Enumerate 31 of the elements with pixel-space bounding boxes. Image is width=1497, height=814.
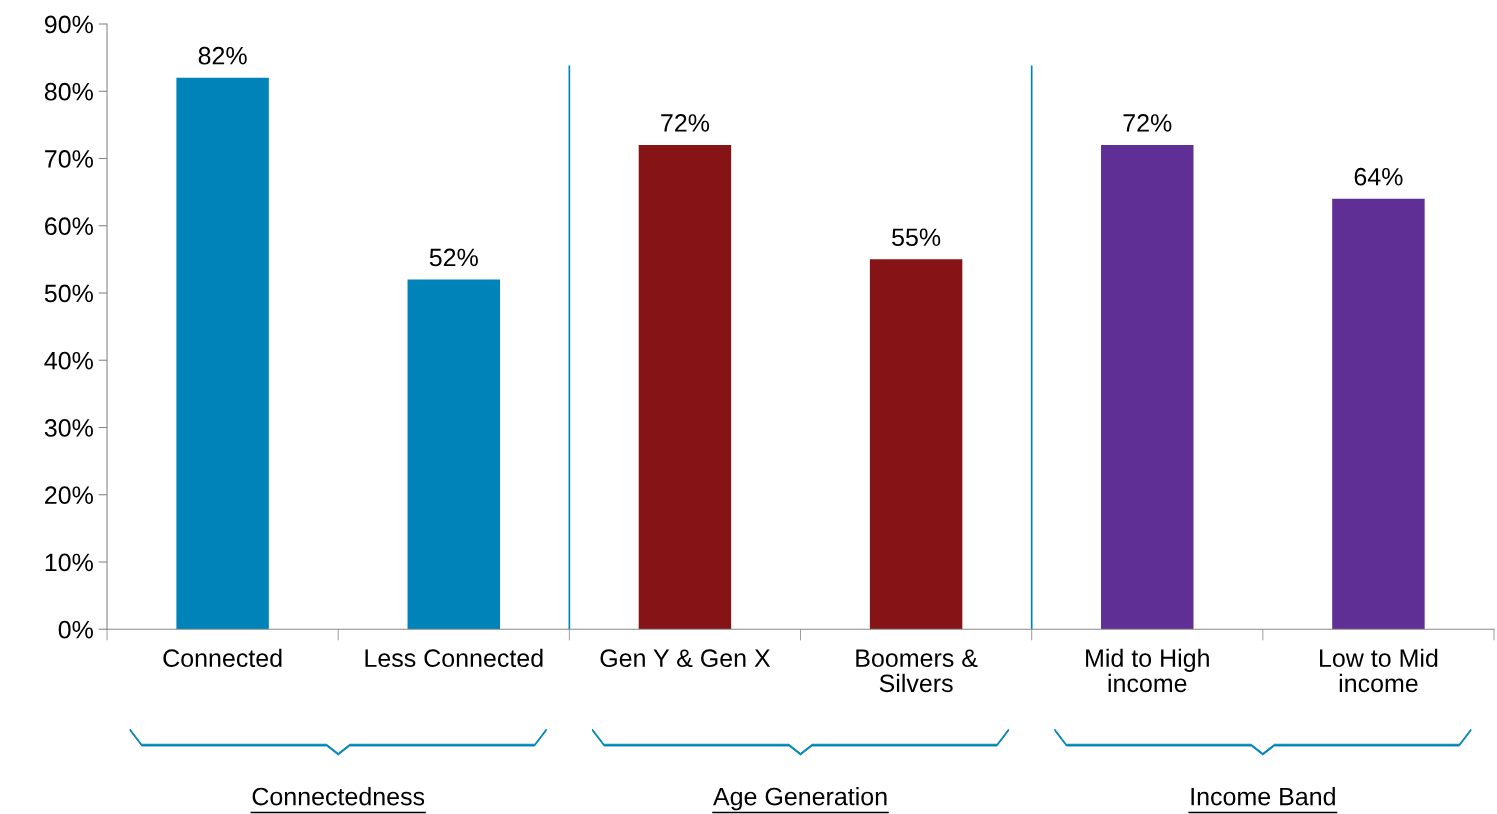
data-label: 72% — [661, 114, 710, 132]
y-tick-label: 70% — [45, 150, 93, 168]
data-label: 64% — [1354, 167, 1403, 186]
x-tick-label: Boomers & Silvers — [856, 649, 978, 693]
x-tick-label: Connected — [163, 648, 282, 668]
x-tick-label: Mid to High income — [1086, 648, 1209, 693]
text: Age Generation — [713, 787, 887, 811]
bar — [176, 77, 269, 630]
y-tick-label: 80% — [44, 82, 93, 101]
x-tick-label: Low to Mid income — [1320, 648, 1438, 693]
y-tick-label: 20% — [45, 486, 93, 505]
bar — [638, 145, 732, 630]
y-tick-label: 30% — [44, 419, 93, 437]
y-tick-label: 40% — [44, 351, 93, 370]
y-tick-label: 60% — [45, 217, 93, 236]
bar — [407, 279, 501, 630]
bar — [1332, 198, 1425, 630]
data-label: 72% — [1123, 114, 1172, 132]
bar — [1101, 145, 1194, 630]
y-tick-label: 0% — [58, 620, 93, 639]
text: Income Band — [1191, 787, 1335, 806]
y-tick-label: 50% — [44, 284, 93, 303]
bar — [869, 259, 963, 630]
text: Connectedness — [252, 787, 425, 806]
x-tick-label: Less Connected — [365, 648, 543, 668]
y-tick-label: 10% — [45, 553, 93, 572]
y-tick-label: 90% — [44, 15, 93, 34]
x-tick-label: Gen Y & Gen X — [600, 649, 771, 668]
data-label: 82% — [198, 46, 247, 65]
data-label: 55% — [892, 228, 941, 247]
data-label: 52% — [429, 248, 478, 267]
